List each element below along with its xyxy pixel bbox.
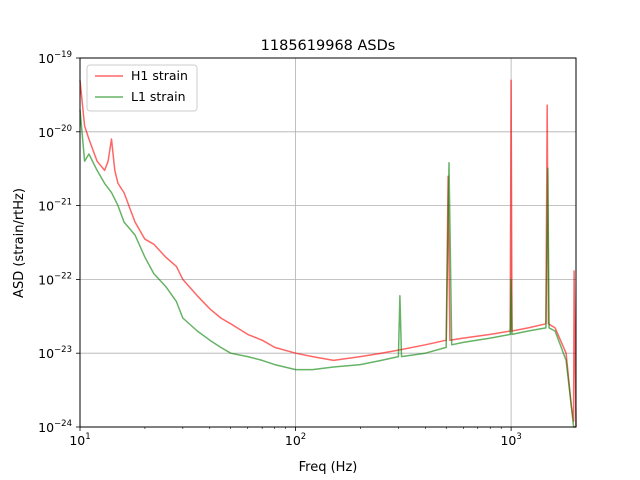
legend-l1-label: L1 strain	[131, 89, 186, 104]
y-axis-label: ASD (strain/rtHz)	[12, 188, 27, 298]
legend-h1-label: H1 strain	[131, 68, 188, 83]
series-lines	[79, 79, 577, 428]
legend: H1 strain L1 strain	[86, 64, 198, 112]
x-axis-ticks: 101 102 103	[69, 427, 522, 448]
x-axis-label: Freq (Hz)	[299, 460, 358, 475]
chart-title: 1185619968 ASDs	[261, 38, 396, 54]
plot-frame	[79, 57, 577, 428]
series-line-l1-strain	[79, 109, 576, 428]
